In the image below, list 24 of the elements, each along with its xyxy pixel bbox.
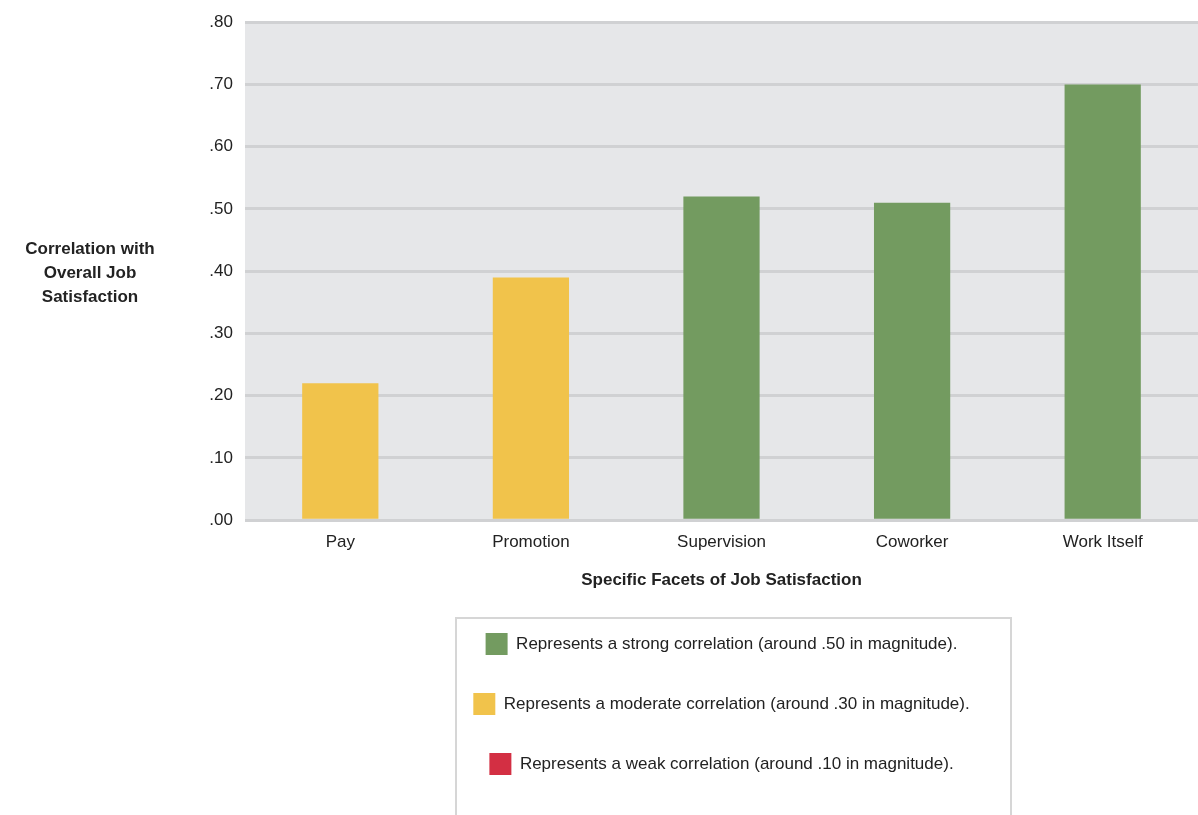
y-tick-label: .40 — [209, 260, 233, 280]
y-tick-label: .10 — [209, 447, 233, 467]
x-tick-label: Coworker — [875, 532, 949, 552]
x-axis-title: Specific Facets of Job Satisfaction — [581, 570, 862, 590]
bar — [873, 202, 951, 519]
y-tick-label: .70 — [209, 74, 233, 94]
bar — [1064, 84, 1141, 519]
x-tick-label: Work Itself — [1062, 532, 1143, 552]
x-tick-label: Promotion — [492, 532, 570, 552]
legend-label: Represents a weak correlation (around .10 in magnitude). — [519, 753, 954, 773]
bar — [683, 196, 760, 519]
bar — [492, 277, 570, 519]
x-tick-label: Pay — [325, 532, 356, 552]
y-tick-label: .50 — [209, 198, 233, 218]
y-axis-title: Correlation with Overall Job Satisfaction — [25, 238, 155, 306]
y-tick-label: .20 — [209, 385, 233, 405]
y-tick-label: .00 — [209, 509, 233, 529]
legend-label: Represents a strong correlation (around .50 in magnitude). — [516, 633, 958, 653]
y-tick-label: .60 — [209, 136, 233, 156]
y-tick-label: .80 — [209, 11, 233, 31]
x-tick-label: Supervision — [677, 532, 766, 552]
bar — [302, 383, 379, 519]
y-tick-label: .30 — [209, 323, 233, 343]
legend-label: Represents a moderate correlation (around .30 in magnitude). — [503, 693, 970, 713]
